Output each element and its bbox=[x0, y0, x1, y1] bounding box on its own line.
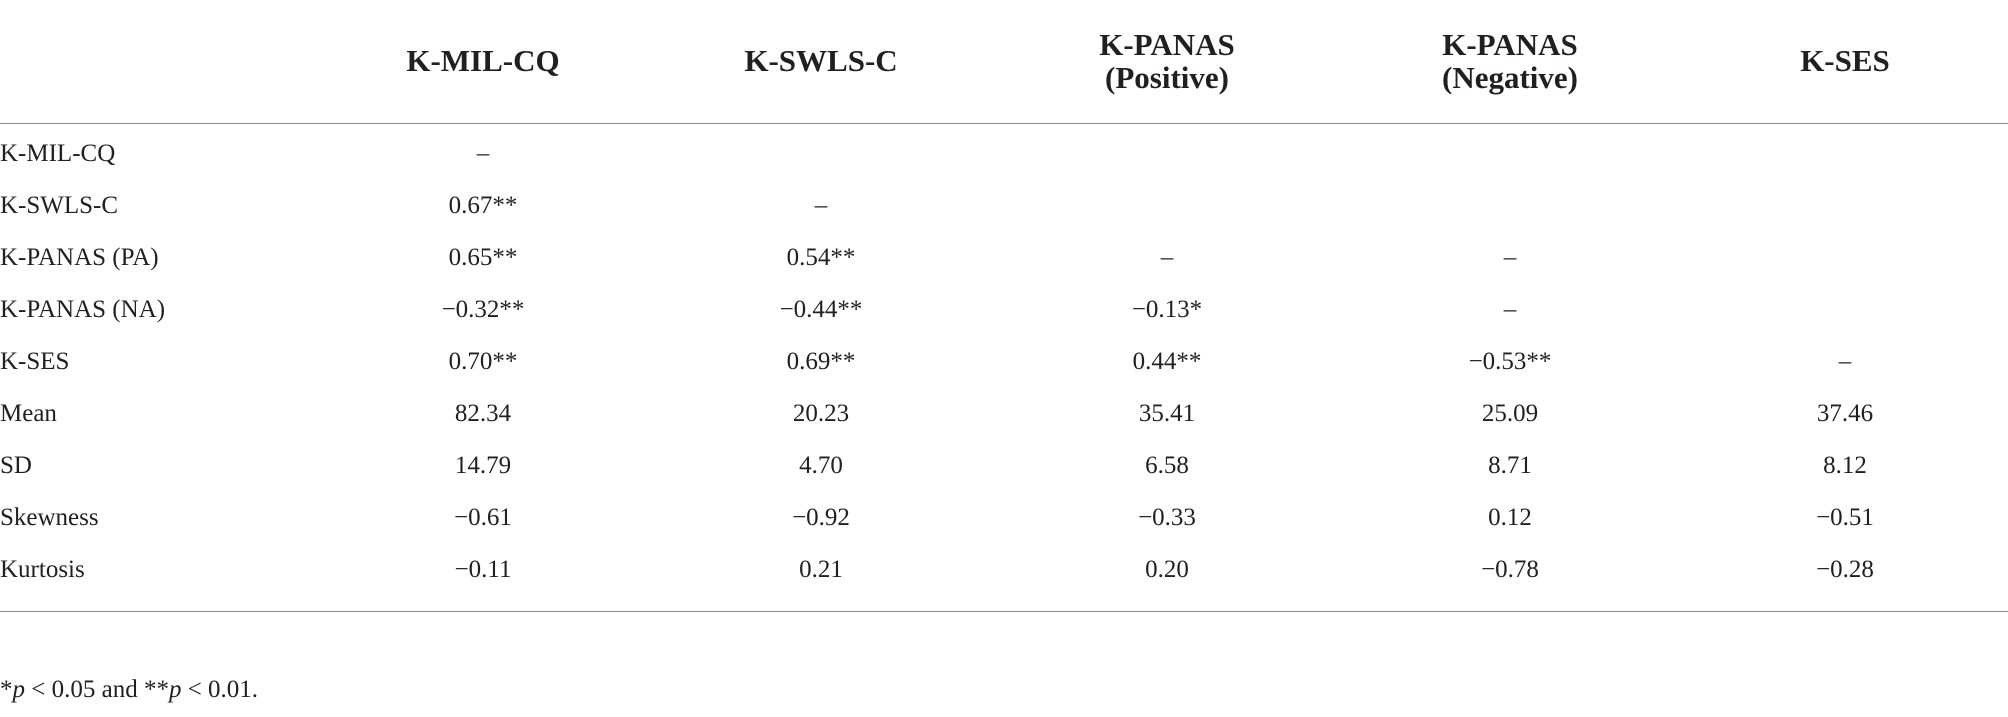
table-cell: 4.70 bbox=[799, 452, 843, 479]
column-header: K-PANAS (Negative) bbox=[1338, 0, 1682, 124]
table-cell: 37.46 bbox=[1816, 400, 1874, 427]
footnote: *p < 0.05 and **p < 0.01. bbox=[0, 676, 258, 704]
row-label: SD bbox=[0, 452, 32, 479]
table-cell: 0.54** bbox=[786, 244, 856, 271]
table-cell: 0.69** bbox=[786, 348, 856, 375]
table-cell: – bbox=[1160, 244, 1174, 271]
empty-cell bbox=[1682, 284, 2008, 336]
empty-cell bbox=[1682, 180, 2008, 232]
table-cell: 35.41 bbox=[1138, 400, 1196, 427]
empty-cell bbox=[1338, 180, 1682, 232]
column-header: K-MIL-CQ bbox=[320, 0, 646, 124]
footnote-text: * bbox=[0, 676, 13, 703]
empty-cell bbox=[996, 180, 1338, 232]
table-cell: −0.51 bbox=[1816, 504, 1874, 531]
table-cell: 0.20 bbox=[1145, 556, 1189, 583]
bottom-rule bbox=[0, 611, 2008, 612]
empty-cell bbox=[1682, 124, 2008, 181]
table-cell: −0.44** bbox=[779, 296, 863, 323]
table-cell: −0.11 bbox=[454, 556, 512, 583]
table-cell: −0.32** bbox=[441, 296, 525, 323]
footnote-text: p bbox=[168, 676, 182, 703]
table-cell: 14.79 bbox=[454, 452, 512, 479]
table-cell: – bbox=[1503, 244, 1517, 271]
table-row: Kurtosis −0.11 0.21 0.20 −0.78 −0.28 bbox=[0, 544, 2008, 596]
row-label: Skewness bbox=[0, 504, 99, 531]
table-row: K-MIL-CQ – bbox=[0, 124, 2008, 181]
table-cell: −0.61 bbox=[454, 504, 512, 531]
table-cell: 82.34 bbox=[454, 400, 512, 427]
table-row: Skewness −0.61 −0.92 −0.33 0.12 −0.51 bbox=[0, 492, 2008, 544]
column-header: K-PANAS (Positive) bbox=[996, 0, 1338, 124]
table-cell: 8.71 bbox=[1488, 452, 1532, 479]
column-header: K-SWLS-C bbox=[646, 0, 996, 124]
row-label: K-SWLS-C bbox=[0, 192, 119, 219]
table-cell: 25.09 bbox=[1481, 400, 1539, 427]
table-row: SD 14.79 4.70 6.58 8.71 8.12 bbox=[0, 440, 2008, 492]
footnote-text: < 0.01. bbox=[181, 676, 259, 703]
table-cell: – bbox=[1503, 296, 1517, 323]
table-row: K-PANAS (PA) 0.65** 0.54** – – bbox=[0, 232, 2008, 284]
table-cell: – bbox=[476, 140, 490, 167]
table-cell: −0.92 bbox=[792, 504, 850, 531]
row-label: K-SES bbox=[0, 348, 70, 375]
row-label: K-MIL-CQ bbox=[0, 140, 116, 167]
table-cell: −0.53** bbox=[1468, 348, 1552, 375]
column-header: K-SES bbox=[1682, 0, 2008, 124]
table-cell: 0.12 bbox=[1488, 504, 1532, 531]
table-cell: 0.67** bbox=[448, 192, 518, 219]
corner-cell bbox=[0, 0, 320, 124]
table-cell: 6.58 bbox=[1145, 452, 1189, 479]
table-body: K-MIL-CQ – K-SWLS-C 0.67** – K-PANAS (PA) 0.65… bbox=[0, 124, 2008, 597]
table-row: Mean 82.34 20.23 35.41 25.09 37.46 bbox=[0, 388, 2008, 440]
table-cell: −0.33 bbox=[1138, 504, 1196, 531]
row-label: Mean bbox=[0, 400, 57, 427]
table-cell: 0.21 bbox=[799, 556, 843, 583]
table-cell: −0.28 bbox=[1816, 556, 1874, 583]
table-row: K-SWLS-C 0.67** – bbox=[0, 180, 2008, 232]
row-label: Kurtosis bbox=[0, 556, 85, 583]
table-cell: 20.23 bbox=[792, 400, 850, 427]
table-row: K-SES 0.70** 0.69** 0.44** −0.53** – bbox=[0, 336, 2008, 388]
table-cell: – bbox=[814, 192, 828, 219]
table-cell: −0.78 bbox=[1481, 556, 1539, 583]
table-cell: – bbox=[1838, 348, 1852, 375]
empty-cell bbox=[1682, 232, 2008, 284]
footnote-text: p bbox=[12, 676, 26, 703]
header-row: K-MIL-CQ K-SWLS-C K-PANAS (Positive) K-PANA… bbox=[0, 0, 2008, 124]
table-cell: 8.12 bbox=[1823, 452, 1867, 479]
empty-cell bbox=[646, 124, 996, 181]
correlation-table: K-MIL-CQ K-SWLS-C K-PANAS (Positive) K-PANA… bbox=[0, 0, 2008, 597]
table-cell: 0.70** bbox=[448, 348, 518, 375]
footnote-text: < 0.05 and ** bbox=[25, 676, 169, 703]
table-row: K-PANAS (NA) −0.32** −0.44** −0.13* – bbox=[0, 284, 2008, 336]
empty-cell bbox=[996, 124, 1338, 181]
table-cell: 0.65** bbox=[448, 244, 518, 271]
row-label: K-PANAS (NA) bbox=[0, 296, 166, 323]
table-cell: −0.13* bbox=[1131, 296, 1203, 323]
table-cell: 0.44** bbox=[1132, 348, 1202, 375]
empty-cell bbox=[1338, 124, 1682, 181]
row-label: K-PANAS (PA) bbox=[0, 244, 159, 271]
